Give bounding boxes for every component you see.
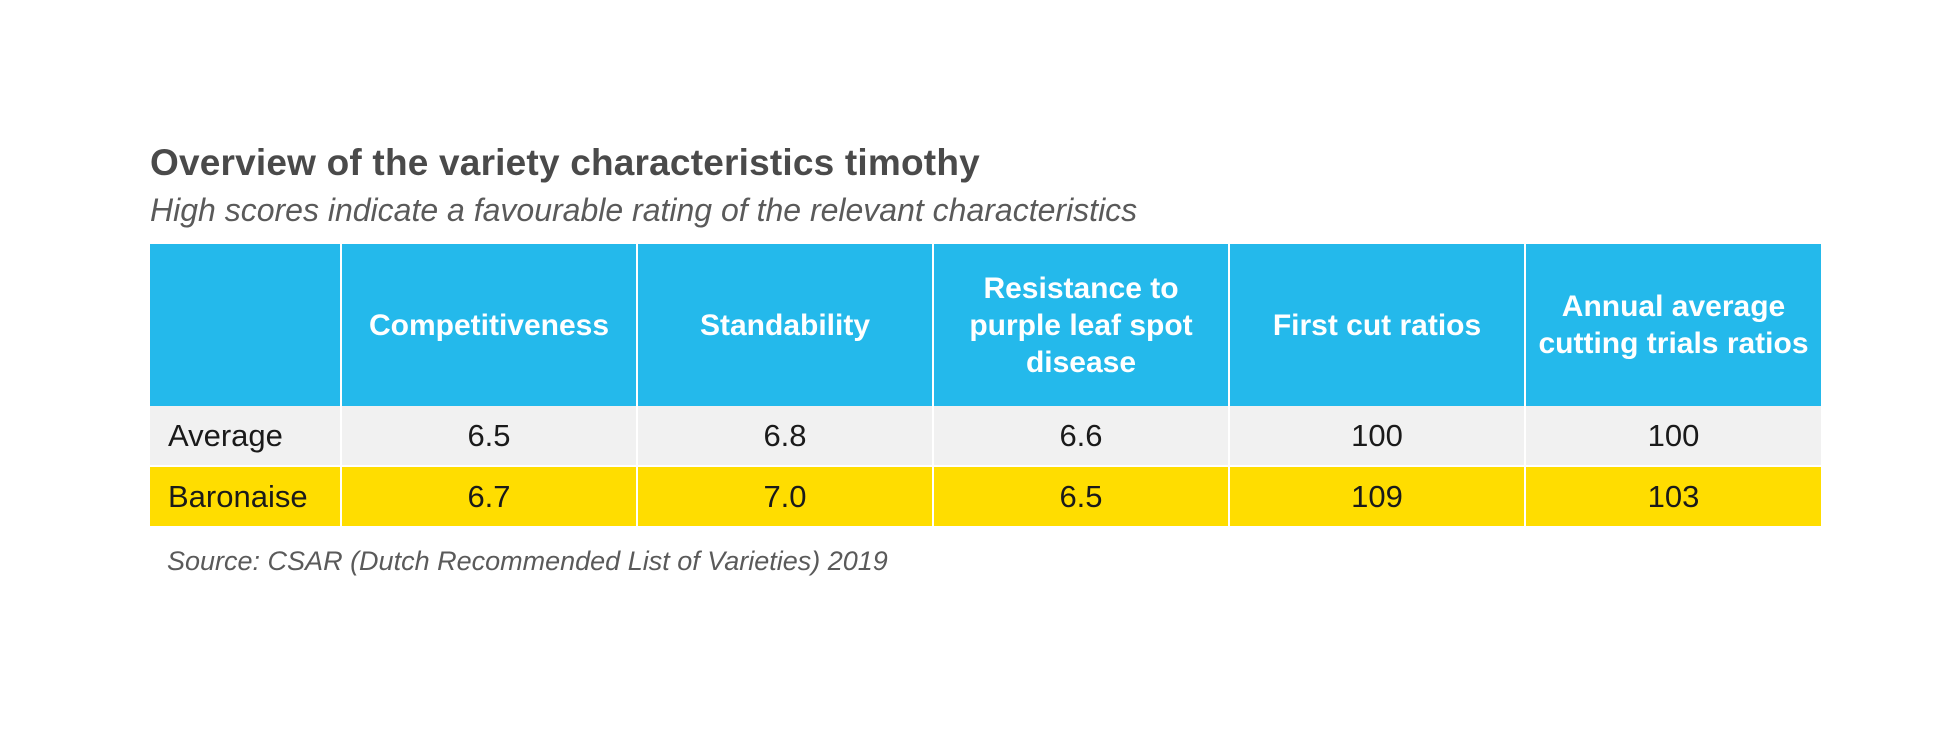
table-cell: 6.5 [932, 466, 1229, 526]
page-title: Overview of the variety characteristics … [150, 142, 980, 183]
table-row-baronaise: Baronaise 6.7 7.0 6.5 109 103 [150, 466, 1821, 526]
table-cell: 100 [1228, 406, 1525, 467]
table-cell: 6.7 [340, 466, 637, 526]
table-body: Average 6.5 6.8 6.6 100 100 Baronaise 6.… [150, 406, 1821, 526]
header-cell-annual-average-ratios: Annual average cutting trials ratios [1524, 244, 1821, 406]
table-cell: 103 [1524, 466, 1821, 526]
header-cell-variety [150, 244, 341, 406]
table-cell: 6.5 [340, 406, 637, 467]
table-cell: 7.0 [636, 466, 933, 526]
content-area: Overview of the variety characteristics … [150, 140, 1821, 578]
source-note: Source: CSAR (Dutch Recommended List of … [167, 546, 888, 576]
header-cell-first-cut-ratios: First cut ratios [1228, 244, 1525, 406]
table-row-average: Average 6.5 6.8 6.6 100 100 [150, 406, 1821, 467]
table-cell: 109 [1228, 466, 1525, 526]
row-label: Average [150, 406, 341, 467]
header-cell-competitiveness: Competitiveness [340, 244, 637, 406]
header-cell-standability: Standability [636, 244, 933, 406]
table-cell: 6.6 [932, 406, 1229, 467]
table-header: Competitiveness Standability Resistance … [150, 244, 1821, 406]
header-cell-disease-resistance: Resistance to purple leaf spot disease [932, 244, 1229, 406]
variety-table: Competitiveness Standability Resistance … [150, 244, 1821, 526]
header-row: Competitiveness Standability Resistance … [150, 244, 1821, 406]
table-cell: 6.8 [636, 406, 933, 467]
page-subtitle: High scores indicate a favourable rating… [150, 192, 1138, 228]
row-label: Baronaise [150, 466, 341, 526]
table-cell: 100 [1524, 406, 1821, 467]
